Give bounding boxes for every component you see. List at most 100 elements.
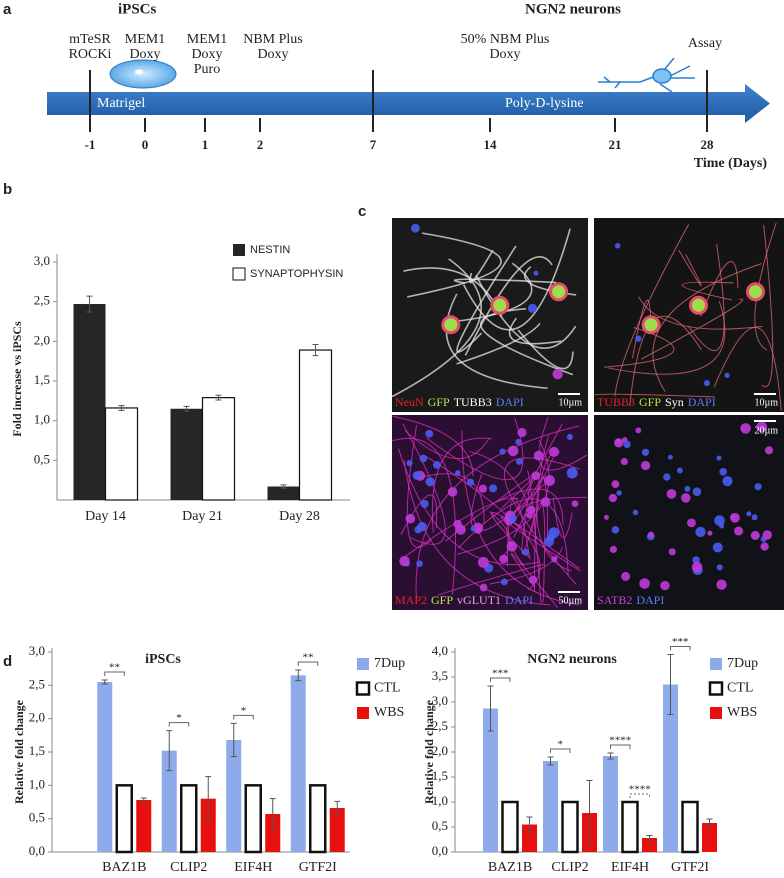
neurite xyxy=(462,228,571,331)
y-tick-label: 0,0 xyxy=(29,843,45,858)
legend-label: NESTIN xyxy=(250,244,290,256)
neurite xyxy=(398,448,541,566)
legend-label: CTL xyxy=(374,681,400,696)
significance-bracket xyxy=(233,714,254,720)
nucleus xyxy=(621,571,631,581)
x-tick-label: BAZ1B xyxy=(488,860,532,875)
significance-bracket xyxy=(297,661,319,666)
ipsc-icon xyxy=(109,59,177,89)
bar xyxy=(161,750,177,852)
bar xyxy=(663,684,678,852)
bar xyxy=(309,784,327,854)
micrograph-detail xyxy=(594,222,782,411)
nucleus xyxy=(703,380,710,387)
neurite xyxy=(614,224,690,397)
scale-bar-label: 10µm xyxy=(558,397,582,408)
nucleus xyxy=(478,484,488,493)
stage-label: Doxy xyxy=(129,47,160,62)
scale-bar-label: 50µm xyxy=(558,595,582,606)
nucleus xyxy=(667,454,673,460)
y-tick-label: 1,5 xyxy=(432,768,448,783)
y-tick-label: 1,0 xyxy=(29,776,45,791)
neurite xyxy=(406,425,432,548)
nucleus xyxy=(515,458,523,465)
nucleus xyxy=(528,575,538,585)
bar xyxy=(265,814,281,852)
panel-label: d xyxy=(3,653,12,670)
nucleus xyxy=(566,467,578,479)
neuron-icon xyxy=(598,57,695,93)
significance-label: * xyxy=(241,705,247,717)
stage-label: Puro xyxy=(194,62,220,77)
neurite xyxy=(688,244,725,351)
nucleus xyxy=(666,488,677,499)
nucleus xyxy=(405,513,416,524)
nucleus xyxy=(724,372,730,378)
nucleus xyxy=(754,483,762,491)
nucleus xyxy=(660,580,670,591)
y-tick-label: 2,5 xyxy=(29,676,45,691)
nucleus xyxy=(411,223,420,233)
nucleus xyxy=(425,477,435,487)
y-tick-label: 0,5 xyxy=(34,451,50,466)
nucleus xyxy=(609,545,618,554)
neurite xyxy=(526,473,548,544)
nucleus xyxy=(684,485,691,492)
nucleus xyxy=(500,578,508,586)
stain-name: TUBB3 xyxy=(597,395,635,409)
neurite xyxy=(521,490,536,555)
day-label: 14 xyxy=(484,137,498,152)
bar xyxy=(543,761,558,852)
error-bar xyxy=(205,776,212,822)
nucleus xyxy=(730,512,740,523)
nucleus xyxy=(433,461,441,469)
nucleus xyxy=(479,583,488,592)
nucleus xyxy=(691,561,703,573)
nucleus xyxy=(551,556,558,563)
y-tick-label: 3,5 xyxy=(432,668,448,683)
significance-bracket xyxy=(104,671,125,676)
panel-label: b xyxy=(3,181,12,198)
error-bar xyxy=(607,752,614,760)
bar xyxy=(561,800,579,854)
bar xyxy=(136,800,152,852)
error-bar xyxy=(646,835,653,841)
nucleus xyxy=(472,522,484,533)
y-tick-label: 4,0 xyxy=(432,643,448,658)
bar xyxy=(642,838,657,852)
y-axis-label: Fold increase vs iPSCs xyxy=(10,321,24,437)
nucleus xyxy=(517,427,527,438)
nucleus xyxy=(687,518,696,528)
nucleus xyxy=(616,490,622,496)
neurite xyxy=(640,298,744,360)
nucleus xyxy=(419,454,428,463)
significance-label: ** xyxy=(109,662,120,674)
y-tick-label: 0,0 xyxy=(432,843,448,858)
nucleus xyxy=(603,514,609,520)
nucleus xyxy=(420,499,429,508)
neurite xyxy=(469,451,528,500)
legend-swatch xyxy=(357,658,369,670)
significance-label: * xyxy=(558,739,564,751)
nucleus xyxy=(533,450,544,461)
significance-bracket xyxy=(610,744,631,749)
stain-caption: SATB2 DAPI xyxy=(597,593,664,607)
significance-bracket xyxy=(490,677,511,682)
nucleus xyxy=(566,433,573,441)
x-tick-label: GTF2I xyxy=(299,860,337,875)
neurite xyxy=(530,502,546,603)
nucleus xyxy=(635,335,642,342)
stage-label: Doxy xyxy=(257,47,288,62)
legend-label: CTL xyxy=(727,681,753,696)
legend-label: WBS xyxy=(727,705,757,720)
significance-bracket xyxy=(168,722,190,727)
bar xyxy=(73,304,106,500)
significance-label: *** xyxy=(672,636,689,648)
legend-swatch xyxy=(233,244,245,256)
stage-label: NBM Plus xyxy=(243,32,303,47)
stage-label: Doxy xyxy=(191,47,222,62)
neurite xyxy=(713,326,782,411)
nucleus xyxy=(623,440,631,449)
nucleus xyxy=(526,505,536,515)
